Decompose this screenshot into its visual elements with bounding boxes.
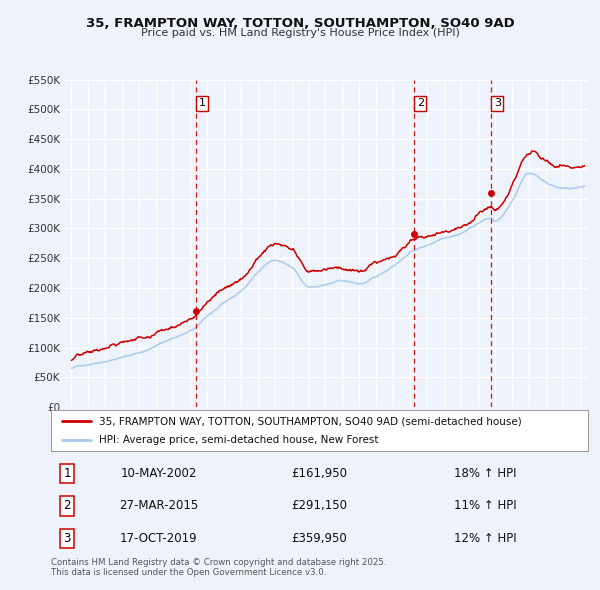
- Text: 35, FRAMPTON WAY, TOTTON, SOUTHAMPTON, SO40 9AD: 35, FRAMPTON WAY, TOTTON, SOUTHAMPTON, S…: [86, 17, 514, 30]
- Text: 12% ↑ HPI: 12% ↑ HPI: [454, 532, 517, 545]
- Text: 17-OCT-2019: 17-OCT-2019: [119, 532, 197, 545]
- Text: 18% ↑ HPI: 18% ↑ HPI: [454, 467, 516, 480]
- Text: 10-MAY-2002: 10-MAY-2002: [120, 467, 197, 480]
- Text: 27-MAR-2015: 27-MAR-2015: [119, 499, 198, 513]
- Text: £161,950: £161,950: [292, 467, 347, 480]
- Text: 2: 2: [64, 499, 71, 513]
- Text: 2: 2: [417, 99, 424, 109]
- Text: 3: 3: [64, 532, 71, 545]
- Text: HPI: Average price, semi-detached house, New Forest: HPI: Average price, semi-detached house,…: [100, 435, 379, 445]
- Text: Contains HM Land Registry data © Crown copyright and database right 2025.
This d: Contains HM Land Registry data © Crown c…: [51, 558, 386, 577]
- Text: 35, FRAMPTON WAY, TOTTON, SOUTHAMPTON, SO40 9AD (semi-detached house): 35, FRAMPTON WAY, TOTTON, SOUTHAMPTON, S…: [100, 416, 522, 426]
- Text: 3: 3: [494, 99, 501, 109]
- Text: 11% ↑ HPI: 11% ↑ HPI: [454, 499, 517, 513]
- Text: Price paid vs. HM Land Registry's House Price Index (HPI): Price paid vs. HM Land Registry's House …: [140, 28, 460, 38]
- Text: 1: 1: [64, 467, 71, 480]
- Text: 1: 1: [199, 99, 206, 109]
- Text: £291,150: £291,150: [292, 499, 347, 513]
- Text: £359,950: £359,950: [292, 532, 347, 545]
